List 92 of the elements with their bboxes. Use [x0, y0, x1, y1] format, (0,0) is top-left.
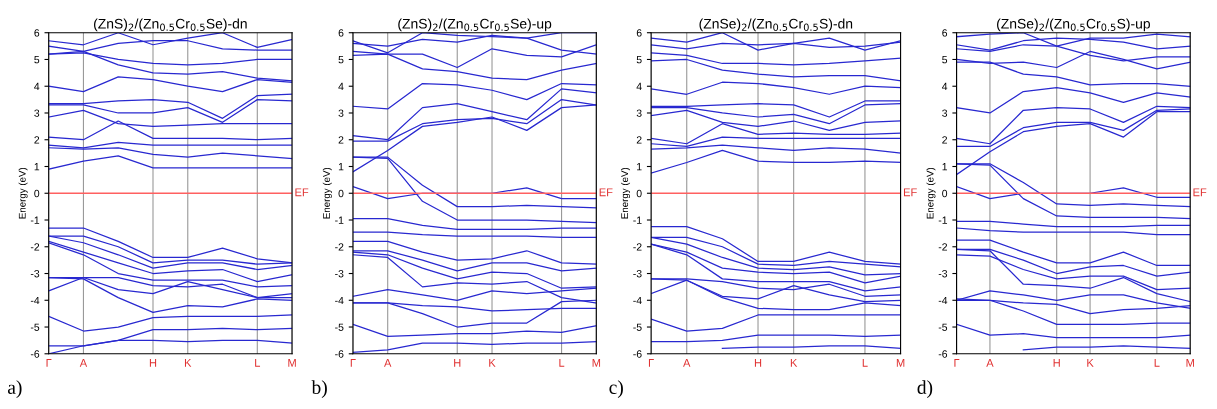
y-tick-label: -1: [938, 216, 948, 224]
x-tick-label: A: [683, 359, 691, 367]
x-tick-label: Γ: [954, 359, 960, 367]
y-tick-label: -5: [633, 323, 642, 331]
x-tick-label: L: [559, 359, 565, 367]
y-tick-label: -6: [30, 350, 40, 358]
y-tick-label: 3: [34, 109, 40, 117]
text: b): [311, 380, 327, 398]
y-tick-label: 1: [637, 163, 642, 171]
y-tick-label: 1: [942, 163, 948, 171]
chart-title: (ZnSe)$_{2}$/(Zn$_{0.5}$Cr$_{0.5}$S)-dn: [699, 18, 853, 32]
x-tick-label: A: [384, 359, 392, 367]
text: d): [917, 380, 933, 398]
y-tick-label: -3: [938, 270, 948, 278]
y-tick-label: -6: [938, 350, 948, 358]
x-tick-label: K: [1087, 359, 1094, 367]
y-tick-label: 0: [942, 189, 948, 198]
y-tick-label: -2: [335, 243, 344, 251]
x-tick-label: M: [896, 359, 905, 367]
y-axis-title: Energy (eV): [926, 167, 936, 219]
y-axis-title: Energy (eV): [322, 167, 332, 219]
y-axis-title: Energy (eV): [18, 167, 28, 219]
y-tick-label: -3: [335, 270, 344, 278]
y-tick-label: -1: [633, 216, 642, 224]
y-tick-label: 4: [34, 82, 40, 91]
y-tick-label: -4: [30, 296, 40, 305]
text: c): [609, 380, 623, 398]
y-tick-label: -2: [633, 243, 642, 251]
y-tick-label: 1: [338, 163, 344, 171]
y-tick-label: -4: [938, 296, 948, 305]
y-tick-label: 3: [338, 109, 344, 117]
chart-title: (ZnSe)$_{2}$/(Zn$_{0.5}$Cr$_{0.5}$S)-up: [997, 18, 1150, 32]
y-tick-label: 6: [942, 29, 948, 37]
y-tick-label: 6: [34, 29, 40, 37]
text: a): [7, 380, 22, 398]
y-tick-label: 0: [636, 189, 642, 198]
ref-line-label: EF: [295, 188, 309, 197]
ref-line-label: EF: [1193, 188, 1207, 197]
y-tick-label: -5: [938, 323, 948, 331]
chart-title: (ZnS)$_{2}$/(Zn$_{0.5}$Cr$_{0.5}$Se)-dn: [94, 18, 247, 32]
y-tick-label: -6: [633, 350, 642, 358]
y-tick-label: -1: [30, 216, 40, 224]
x-tick-label: Γ: [648, 359, 654, 367]
x-tick-label: H: [149, 359, 157, 367]
y-tick-label: 4: [338, 82, 344, 91]
y-tick-label: -3: [633, 270, 642, 278]
x-tick-label: L: [255, 359, 261, 367]
y-tick-label: 5: [942, 56, 948, 64]
x-tick-label: H: [454, 359, 461, 367]
y-tick-label: 2: [338, 136, 344, 144]
x-tick-label: L: [1154, 359, 1160, 367]
x-tick-label: K: [489, 359, 496, 367]
y-tick-label: 2: [636, 136, 642, 144]
x-tick-label: M: [1186, 359, 1194, 367]
y-tick-label: 5: [34, 56, 40, 64]
y-tick-label: -4: [335, 296, 344, 305]
y-tick-label: -1: [335, 216, 344, 224]
ref-line-label: EF: [903, 188, 917, 197]
y-tick-label: 3: [636, 109, 642, 117]
x-tick-label: Γ: [350, 359, 356, 367]
y-tick-label: 6: [636, 29, 642, 37]
x-tick-label: K: [184, 359, 192, 367]
y-tick-label: 5: [636, 56, 642, 64]
chart-title: (ZnS)$_{2}$/(Zn$_{0.5}$Cr$_{0.5}$Se)-up: [398, 18, 552, 32]
y-tick-label: -5: [30, 323, 40, 331]
y-tick-label: 0: [338, 189, 344, 198]
x-tick-label: K: [790, 359, 798, 367]
x-tick-label: L: [862, 359, 868, 367]
ref-line-label: EF: [599, 188, 613, 197]
y-tick-label: -3: [30, 270, 40, 278]
y-tick-label: 3: [942, 109, 948, 117]
x-tick-label: H: [1053, 359, 1060, 367]
y-axis-title: Energy (eV): [620, 167, 631, 219]
x-tick-label: M: [288, 359, 296, 367]
y-tick-label: 5: [338, 56, 344, 64]
x-tick-label: A: [986, 359, 994, 367]
x-tick-label: M: [592, 359, 601, 367]
y-tick-label: 4: [941, 82, 948, 91]
x-tick-label: A: [79, 359, 88, 367]
x-tick-label: Γ: [46, 359, 52, 367]
y-tick-label: -5: [335, 323, 344, 331]
y-tick-label: 1: [34, 163, 40, 171]
y-tick-label: -6: [335, 350, 344, 358]
y-tick-label: 6: [338, 29, 344, 37]
y-tick-label: -4: [633, 296, 642, 305]
y-tick-label: 2: [34, 136, 40, 144]
y-tick-label: -2: [938, 243, 948, 251]
y-tick-label: 4: [636, 82, 642, 91]
y-tick-label: 0: [34, 189, 40, 198]
y-tick-label: 2: [942, 136, 948, 144]
x-tick-label: H: [754, 359, 762, 367]
y-tick-label: -2: [30, 243, 40, 251]
